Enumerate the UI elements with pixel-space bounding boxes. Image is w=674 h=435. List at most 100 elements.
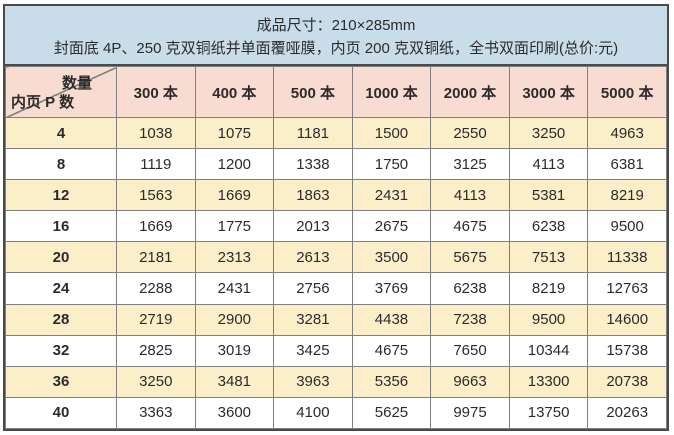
price-cell: 1563 <box>116 179 196 212</box>
table-row: 8 1119 1200 1338 1750 3125 4113 6381 <box>5 148 667 181</box>
price-cell: 9500 <box>508 303 589 336</box>
price-cell: 4963 <box>587 116 667 150</box>
column-header-2000: 2000 本 <box>430 66 510 118</box>
price-cell: 1863 <box>273 179 353 212</box>
pages-cell: 4 <box>5 116 117 150</box>
price-cell: 9500 <box>587 210 667 243</box>
corner-pages-label: 内页 P 数 <box>11 94 75 111</box>
price-cell: 5356 <box>351 365 432 398</box>
price-cell: 20263 <box>587 396 667 430</box>
price-cell: 3481 <box>194 365 275 398</box>
price-sheet: 成品尺寸：210×285mm 封面底 4P、250 克双铜纸并单面覆哑膜，内页 … <box>3 4 669 431</box>
price-cell: 5675 <box>430 241 510 274</box>
table-row: 4 1038 1075 1181 1500 2550 3250 4963 <box>5 116 667 150</box>
price-cell: 1119 <box>116 148 196 181</box>
price-cell: 3250 <box>116 365 196 398</box>
price-cell: 4675 <box>351 334 432 367</box>
column-header-300: 300 本 <box>116 66 196 118</box>
column-header-400: 400 本 <box>194 66 275 118</box>
price-cell: 1200 <box>194 148 275 181</box>
price-cell: 3281 <box>273 303 353 336</box>
price-cell: 8219 <box>508 272 589 305</box>
pages-cell: 32 <box>5 334 117 367</box>
column-header-500: 500 本 <box>273 66 353 118</box>
price-cell: 9663 <box>430 365 510 398</box>
price-cell: 4113 <box>430 179 510 212</box>
price-cell: 4675 <box>430 210 510 243</box>
price-cell: 5625 <box>351 396 432 430</box>
price-cell: 1181 <box>273 116 353 150</box>
column-header-3000: 3000 本 <box>508 66 589 118</box>
price-cell: 1500 <box>351 116 432 150</box>
price-cell: 2719 <box>116 303 196 336</box>
price-cell: 5381 <box>508 179 589 212</box>
price-cell: 1775 <box>194 210 275 243</box>
price-cell: 2288 <box>116 272 196 305</box>
price-cell: 3425 <box>273 334 353 367</box>
price-cell: 11338 <box>587 241 667 274</box>
price-cell: 9975 <box>430 396 510 430</box>
price-cell: 1338 <box>273 148 353 181</box>
price-cell: 3963 <box>273 365 353 398</box>
price-cell: 2431 <box>194 272 275 305</box>
price-cell: 3250 <box>508 116 589 150</box>
pages-cell: 16 <box>5 210 117 243</box>
sheet-header: 成品尺寸：210×285mm 封面底 4P、250 克双铜纸并单面覆哑膜，内页 … <box>5 6 667 66</box>
table-row: 40 3363 3600 4100 5625 9975 13750 20263 <box>5 396 667 430</box>
price-cell: 3600 <box>194 396 275 430</box>
price-cell: 12763 <box>587 272 667 305</box>
price-cell: 3500 <box>351 241 432 274</box>
price-cell: 7650 <box>430 334 510 367</box>
table-body: 4 1038 1075 1181 1500 2550 3250 4963 8 1119 1200 13… <box>5 116 667 430</box>
price-cell: 2900 <box>194 303 275 336</box>
price-cell: 4113 <box>508 148 589 181</box>
price-cell: 4438 <box>351 303 432 336</box>
table-row: 32 2825 3019 3425 4675 7650 10344 15738 <box>5 334 667 367</box>
price-cell: 1669 <box>116 210 196 243</box>
price-cell: 8219 <box>587 179 667 212</box>
product-size-line: 成品尺寸：210×285mm <box>256 17 416 34</box>
corner-cell: 数量 内页 P 数 <box>5 66 117 118</box>
price-cell: 13750 <box>508 396 589 430</box>
price-cell: 2756 <box>273 272 353 305</box>
price-cell: 2431 <box>351 179 432 212</box>
table-row: 20 2181 2313 2613 3500 5675 7513 11338 <box>5 241 667 274</box>
price-cell: 2313 <box>194 241 275 274</box>
table-row: 28 2719 2900 3281 4438 7238 9500 14600 <box>5 303 667 336</box>
price-cell: 3769 <box>351 272 432 305</box>
price-cell: 2675 <box>351 210 432 243</box>
pages-cell: 20 <box>5 241 117 274</box>
table-row: 24 2288 2431 2756 3769 6238 8219 12763 <box>5 272 667 305</box>
pages-cell: 8 <box>5 148 117 181</box>
table-row: 16 1669 1775 2013 2675 4675 6238 9500 <box>5 210 667 243</box>
price-cell: 2013 <box>273 210 353 243</box>
price-cell: 1750 <box>351 148 432 181</box>
price-table: 数量 内页 P 数 300 本 400 本 500 本 1000 本 2000 … <box>5 66 667 430</box>
table-row: 12 1563 1669 1863 2431 4113 5381 8219 <box>5 179 667 212</box>
price-cell: 1038 <box>116 116 196 150</box>
price-cell: 2613 <box>273 241 353 274</box>
price-cell: 2825 <box>116 334 196 367</box>
price-cell: 20738 <box>587 365 667 398</box>
pages-cell: 28 <box>5 303 117 336</box>
pages-cell: 12 <box>5 179 117 212</box>
table-row: 36 3250 3481 3963 5356 9663 13300 20738 <box>5 365 667 398</box>
price-cell: 3019 <box>194 334 275 367</box>
price-cell: 3363 <box>116 396 196 430</box>
price-cell: 6238 <box>508 210 589 243</box>
price-cell: 15738 <box>587 334 667 367</box>
pages-cell: 24 <box>5 272 117 305</box>
price-cell: 4100 <box>273 396 353 430</box>
price-cell: 1075 <box>194 116 275 150</box>
price-cell: 13300 <box>508 365 589 398</box>
price-cell: 6381 <box>587 148 667 181</box>
price-cell: 6238 <box>430 272 510 305</box>
price-cell: 2181 <box>116 241 196 274</box>
column-header-5000: 5000 本 <box>587 66 667 118</box>
table-header-row: 数量 内页 P 数 300 本 400 本 500 本 1000 本 2000 … <box>5 66 667 118</box>
price-cell: 10344 <box>508 334 589 367</box>
corner-quantity-label: 数量 <box>61 75 92 92</box>
pages-cell: 40 <box>5 396 117 430</box>
price-cell: 2550 <box>430 116 510 150</box>
column-header-1000: 1000 本 <box>351 66 432 118</box>
